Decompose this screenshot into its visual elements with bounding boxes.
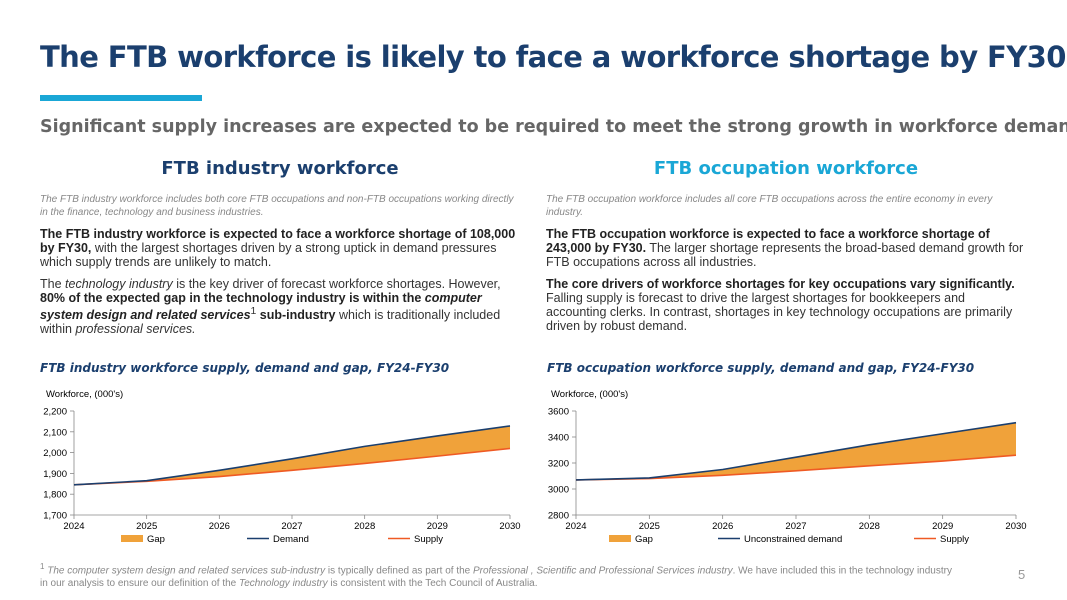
legend-label: Supply (940, 534, 969, 545)
y-tick-label: 1,800 (43, 490, 67, 501)
industry-shortage-rest: with the largest shortages driven by a s… (40, 241, 497, 269)
y-tick-label: 3000 (548, 485, 569, 496)
legend-label: Gap (635, 534, 653, 545)
y-tick-label: 1,700 (43, 511, 67, 522)
legend-label: Unconstrained demand (744, 534, 842, 545)
occupation-driver-rest: Falling supply is forecast to drive the … (546, 291, 1013, 333)
x-tick-label: 2029 (427, 521, 448, 532)
occupation-shortage-paragraph: The FTB occupation workforce is expected… (546, 227, 1026, 269)
driver-text-bold: sub-industry (256, 308, 336, 323)
occupation-definition-note: The FTB occupation workforce includes al… (546, 194, 993, 218)
x-tick-label: 2029 (932, 521, 953, 532)
y-tick-label: 2,100 (43, 427, 67, 438)
title-accent-bar (40, 95, 202, 101)
y-tick-label: 3600 (548, 407, 569, 418)
y-tick-label: 2,200 (43, 407, 67, 418)
page-title: The FTB workforce is likely to face a wo… (40, 40, 1066, 74)
occupation-workforce-column: FTB occupation workforce The FTB occupat… (546, 158, 1026, 341)
page-number: 5 (1018, 567, 1026, 582)
occupation-workforce-chart: Workforce, (000's) 2800 3000 3200 3400 3600 20… (548, 389, 1027, 545)
footnote-text: is typically defined as part of the (325, 565, 473, 577)
industry-workforce-heading: FTB industry workforce (161, 158, 399, 179)
footnote-text: is consistent with the Tech Council of A… (327, 577, 538, 589)
footnote-number: 1 (40, 562, 45, 571)
x-tick-label: 2027 (281, 521, 302, 532)
page-subtitle: Significant supply increases are expecte… (40, 117, 1067, 137)
x-tick-label: 2024 (63, 521, 84, 532)
occupation-workforce-heading: FTB occupation workforce (653, 158, 919, 179)
y-tick-label: 3400 (548, 433, 569, 444)
legend-swatch-gap (121, 535, 143, 542)
x-tick-label: 2028 (354, 521, 375, 532)
x-tick-label: 2026 (209, 521, 230, 532)
x-tick-label: 2026 (712, 521, 733, 532)
gap-area (576, 422, 1016, 480)
occupation-chart-title: FTB occupation workforce supply, demand … (547, 361, 975, 375)
x-tick-label: 2028 (859, 521, 880, 532)
driver-text-italic: technology industry (65, 277, 173, 291)
footnote-italic: Technology industry (239, 577, 328, 589)
industry-workforce-chart: Workforce, (000's) 1,700 1,800 1,900 2,000 2,… (43, 389, 520, 545)
demand-line (73, 425, 511, 486)
industry-chart-title: FTB industry workforce supply, demand an… (40, 361, 450, 375)
y-axis-label: Workforce, (000's) (46, 389, 123, 400)
x-tick-label: 2030 (499, 521, 520, 532)
occupation-shortage-rest: The larger shortage represents the broad… (546, 241, 1024, 269)
industry-shortage-lead: The FTB industry workforce is expected t… (40, 227, 516, 255)
y-tick-label: 2800 (548, 511, 569, 522)
occupation-driver-lead: The core drivers of workforce shortages … (546, 277, 1015, 291)
x-tick-label: 2027 (785, 521, 806, 532)
footnote-italic: The computer system design and related s… (44, 565, 326, 577)
legend-label: Demand (273, 534, 309, 545)
x-tick-label: 2030 (1005, 521, 1026, 532)
driver-text: which is traditionally included within (40, 308, 501, 337)
x-tick-label: 2025 (639, 521, 660, 532)
y-axis-label: Workforce, (000's) (551, 389, 628, 400)
y-tick-label: 2,000 (43, 448, 67, 459)
footnote-text: . We have included this in the technolog… (40, 565, 952, 589)
occupation-shortage-lead: The FTB occupation workforce is expected… (546, 227, 990, 255)
occupation-driver-paragraph: The core drivers of workforce shortages … (546, 277, 1026, 333)
driver-text-bold-italic: computer system design and related servi… (40, 291, 482, 323)
driver-text: The (40, 277, 66, 291)
industry-definition-note: The FTB industry workforce includes both… (40, 194, 514, 218)
demand-line (575, 421, 1017, 481)
footnote: 1 The computer system design and related… (40, 561, 960, 590)
footnote-marker: 1 (250, 306, 257, 317)
legend-label: Supply (414, 534, 443, 545)
industry-driver-paragraph: The technology industry is the key drive… (40, 277, 520, 336)
industry-workforce-column: FTB industry workforce The FTB industry … (40, 158, 520, 344)
gap-area (74, 425, 510, 485)
industry-shortage-paragraph: The FTB industry workforce is expected t… (40, 227, 520, 269)
legend-swatch-gap (609, 535, 631, 542)
x-tick-label: 2024 (565, 521, 586, 532)
x-tick-label: 2025 (136, 521, 157, 532)
driver-text: is the key driver of forecast workforce … (172, 277, 501, 291)
y-tick-label: 3200 (548, 459, 569, 470)
driver-text-bold: 80% of the expected gap in the technolog… (40, 291, 425, 305)
driver-text-italic: professional services. (75, 322, 196, 337)
footnote-italic: Professional , Scientific and Profession… (473, 565, 733, 577)
y-tick-label: 1,900 (43, 469, 67, 480)
legend-label: Gap (147, 534, 165, 545)
